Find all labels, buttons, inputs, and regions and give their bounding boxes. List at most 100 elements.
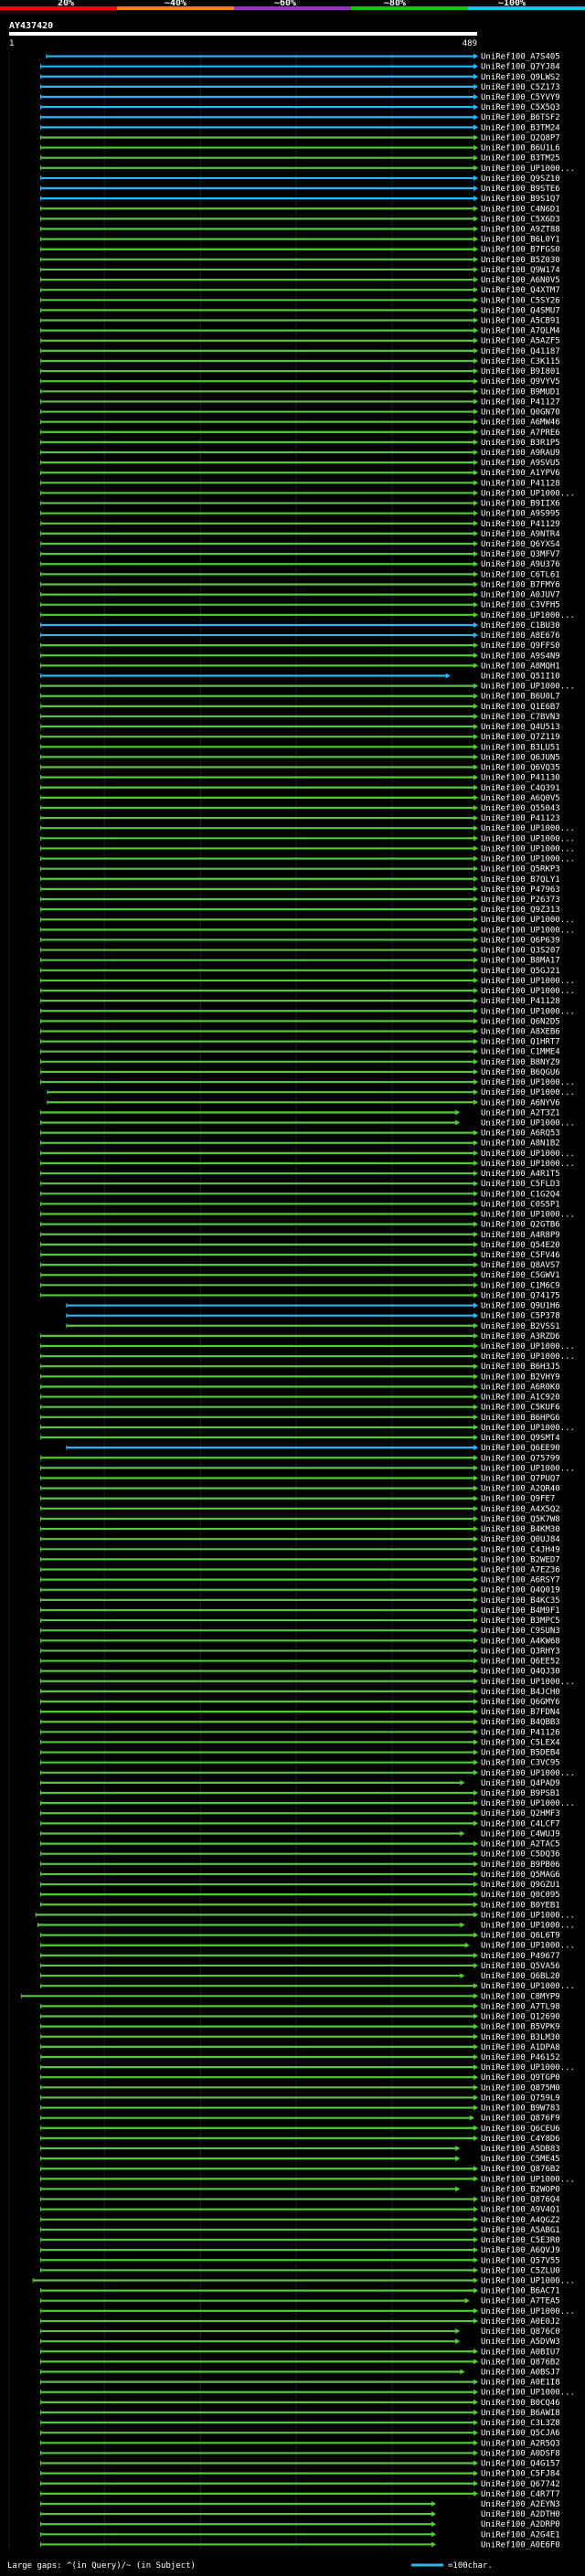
hit-label[interactable]: UniRef100_A6Q0V5 (481, 794, 560, 803)
hit-label[interactable]: UniRef100_A7TL98 (481, 2002, 560, 2011)
hit-label[interactable]: UniRef100_A7EZ36 (481, 1566, 560, 1575)
hit-label[interactable]: UniRef100_UP1000... (481, 2063, 575, 2072)
hit-row[interactable]: UniRef100_B4QBB3 (40, 1718, 560, 1727)
hit-label[interactable]: UniRef100_Q9SZ10 (481, 175, 560, 184)
hit-label[interactable]: UniRef100_A9S995 (481, 510, 560, 519)
hit-label[interactable]: UniRef100_C4N6D1 (481, 205, 560, 214)
hit-label[interactable]: UniRef100_B5DEB4 (481, 1749, 560, 1758)
hit-row[interactable]: UniRef100_A6RSY7 (40, 1576, 560, 1585)
hit-label[interactable]: UniRef100_UP1000... (481, 1352, 575, 1362)
hit-label[interactable]: UniRef100_A0E1I8 (481, 2379, 560, 2388)
hit-row[interactable]: UniRef100_Q9FE7 (40, 1495, 556, 1504)
hit-row[interactable]: UniRef100_C3VC95 (40, 1759, 560, 1768)
hit-row[interactable]: UniRef100_A7TL98 (40, 2002, 560, 2011)
hit-label[interactable]: UniRef100_A6NYV6 (481, 1098, 560, 1108)
hit-row[interactable]: UniRef100_Q6EE90 (66, 1444, 560, 1453)
hit-label[interactable]: UniRef100_B6U1L6 (481, 144, 560, 154)
hit-row[interactable]: UniRef100_Q1HRT7 (40, 1038, 560, 1047)
hit-label[interactable]: UniRef100_A1DPA8 (481, 2043, 560, 2052)
hit-label[interactable]: UniRef100_Q759L9 (481, 2094, 560, 2103)
hit-row[interactable]: UniRef100_Q8AVS7 (40, 1261, 560, 1270)
hit-row[interactable]: UniRef100_P41123 (40, 814, 560, 823)
hit-row[interactable]: UniRef100_C1MME4 (40, 1048, 560, 1057)
hit-row[interactable]: UniRef100_A5DVW3 (40, 2337, 560, 2347)
hit-label[interactable]: UniRef100_C5FJ84 (481, 2470, 560, 2479)
hit-label[interactable]: UniRef100_C5DQ36 (481, 1850, 560, 1860)
hit-label[interactable]: UniRef100_Q9TGP0 (481, 2073, 560, 2083)
hit-label[interactable]: UniRef100_B4JCH0 (481, 1688, 560, 1697)
hit-row[interactable]: UniRef100_Q6L6T9 (40, 1932, 560, 1941)
hit-label[interactable]: UniRef100_B9S1Q7 (481, 195, 560, 204)
hit-label[interactable]: UniRef100_UP1000... (481, 2307, 575, 2316)
hit-label[interactable]: UniRef100_Q8AVS7 (481, 1261, 560, 1270)
hit-row[interactable]: UniRef100_A0JUV7 (40, 591, 560, 600)
hit-label[interactable]: UniRef100_A0E6F0 (481, 2540, 560, 2549)
hit-label[interactable]: UniRef100_B0CQ46 (481, 2399, 560, 2408)
hit-row[interactable]: UniRef100_A9S995 (40, 510, 560, 519)
hit-row[interactable]: UniRef100_B6AC71 (40, 2287, 560, 2296)
hit-row[interactable]: UniRef100_C9SUN3 (40, 1627, 560, 1636)
hit-label[interactable]: UniRef100_UP1000... (481, 1799, 575, 1808)
hit-label[interactable]: UniRef100_B6HPG6 (481, 1414, 560, 1423)
hit-label[interactable]: UniRef100_B7FGS0 (481, 246, 560, 255)
hit-row[interactable]: UniRef100_P41130 (40, 774, 560, 783)
hit-row[interactable]: UniRef100_C5ZLU0 (40, 2266, 560, 2275)
hit-label[interactable]: UniRef100_B2WED7 (481, 1555, 560, 1564)
hit-row[interactable]: UniRef100_Q6JUN5 (40, 753, 560, 762)
hit-row[interactable]: UniRef100_A9SVU5 (40, 459, 560, 468)
hit-label[interactable]: UniRef100_C5YVY9 (481, 93, 560, 102)
hit-label[interactable]: UniRef100_B6H3J5 (481, 1362, 560, 1372)
hit-row[interactable]: UniRef100_A9S4N9 (40, 652, 560, 661)
hit-row[interactable]: UniRef100_C5Z173 (40, 83, 560, 92)
hit-row[interactable]: UniRef100_UP1000... (40, 1424, 575, 1433)
hit-row[interactable]: UniRef100_A4R1T5 (40, 1170, 560, 1179)
hit-row[interactable]: UniRef100_C4WUJ9 (40, 1829, 560, 1839)
hit-label[interactable]: UniRef100_C5GWV1 (481, 1271, 560, 1280)
hit-label[interactable]: UniRef100_Q2GTB6 (481, 1221, 560, 1230)
hit-label[interactable]: UniRef100_UP1000... (481, 1982, 575, 1991)
hit-row[interactable]: UniRef100_Q9LWS2 (40, 73, 560, 82)
hit-label[interactable]: UniRef100_Q9U1H6 (481, 1302, 560, 1311)
hit-label[interactable]: UniRef100_A2T3Z1 (481, 1108, 560, 1118)
hit-label[interactable]: UniRef100_Q9LWS2 (481, 73, 560, 82)
hit-label[interactable]: UniRef100_A0BSJ7 (481, 2369, 560, 2378)
hit-label[interactable]: UniRef100_B6TSF2 (481, 113, 560, 122)
hit-label[interactable]: UniRef100_Q4SMU7 (481, 306, 560, 315)
hit-label[interactable]: UniRef100_A7PRE6 (481, 429, 560, 438)
hit-label[interactable]: UniRef100_Q54E20 (481, 1241, 560, 1250)
hit-row[interactable]: UniRef100_Q57V55 (40, 2256, 560, 2265)
hit-row[interactable]: UniRef100_UP1000... (40, 1678, 575, 1687)
hit-label[interactable]: UniRef100_Q74175 (481, 1291, 560, 1300)
hit-row[interactable]: UniRef100_A2G4E1 (40, 2530, 560, 2539)
hit-label[interactable]: UniRef100_Q5VA56 (481, 1962, 560, 1971)
hit-label[interactable]: UniRef100_Q9GZU1 (481, 1881, 560, 1890)
hit-label[interactable]: UniRef100_C1BU30 (481, 621, 560, 631)
hit-label[interactable]: UniRef100_Q876B2 (481, 2165, 560, 2174)
hit-row[interactable]: UniRef100_B6L0Y1 (40, 236, 560, 245)
hit-label[interactable]: UniRef100_A8E676 (481, 631, 560, 641)
hit-row[interactable]: UniRef100_A3RZD6 (40, 1332, 560, 1341)
hit-row[interactable]: UniRef100_Q876B2 (40, 2165, 560, 2174)
hit-label[interactable]: UniRef100_P49677 (481, 1952, 560, 1961)
hit-row[interactable]: UniRef100_C6TL61 (40, 570, 560, 579)
hit-label[interactable]: UniRef100_Q2HMF3 (481, 1809, 560, 1818)
hit-row[interactable]: UniRef100_B3LU51 (40, 743, 560, 752)
hit-label[interactable]: UniRef100_UP1000... (481, 2389, 575, 2398)
hit-row[interactable]: UniRef100_Q759L9 (40, 2094, 560, 2103)
hit-label[interactable]: UniRef100_B3R1P5 (481, 439, 560, 448)
hit-row[interactable]: UniRef100_UP1000... (37, 1922, 575, 1931)
hit-row[interactable]: UniRef100_UP1000... (40, 1799, 575, 1808)
hit-label[interactable]: UniRef100_A4X5Q2 (481, 1505, 560, 1514)
hit-row[interactable]: UniRef100_B6TSF2 (40, 113, 560, 122)
hit-label[interactable]: UniRef100_A7QLM4 (481, 327, 560, 336)
hit-row[interactable]: UniRef100_B4JCH0 (40, 1688, 560, 1697)
hit-label[interactable]: UniRef100_C9SUN3 (481, 1627, 560, 1636)
hit-row[interactable]: UniRef100_B6QGU6 (40, 1068, 560, 1077)
hit-row[interactable]: UniRef100_P41127 (40, 398, 560, 407)
hit-label[interactable]: UniRef100_B9STE6 (481, 185, 560, 194)
hit-row[interactable]: UniRef100_B9PB06 (40, 1860, 560, 1870)
hit-label[interactable]: UniRef100_Q6EE90 (481, 1444, 560, 1453)
hit-label[interactable]: UniRef100_A6R0K0 (481, 1383, 560, 1392)
hit-row[interactable]: UniRef100_A9ZT88 (40, 225, 560, 234)
hit-row[interactable]: UniRef100_UP1000... (40, 824, 575, 833)
